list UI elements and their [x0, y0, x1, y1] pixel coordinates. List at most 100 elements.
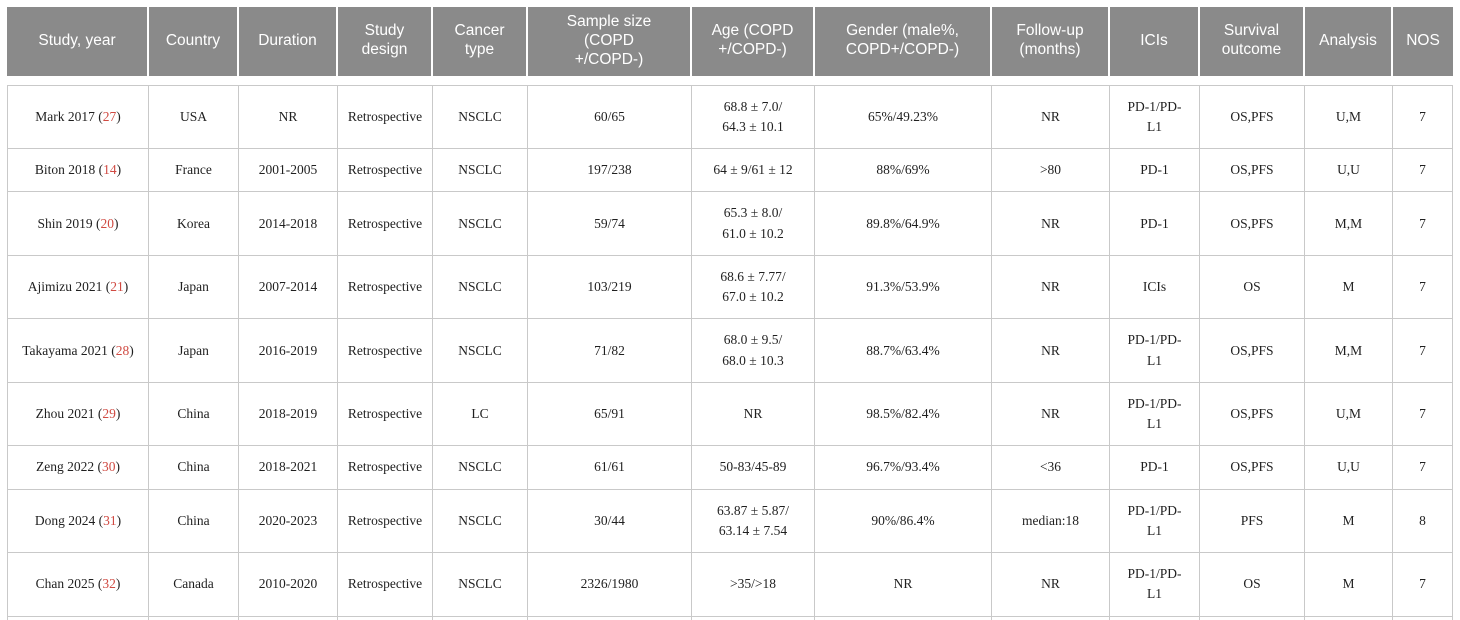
cell-design: Retrospective — [338, 319, 433, 383]
table-header-row: Study, year Country Duration Study design Can… — [7, 7, 1453, 85]
cell-followup: median:18 — [992, 489, 1110, 554]
cell-icis: PD-1 — [1110, 446, 1200, 490]
table-row: Takayama 2021 (28) Japan 2016-2019 Retrospe… — [7, 319, 1453, 383]
cell-gender: NR — [815, 553, 992, 617]
table-body: Mark 2017 (27) USA NR Retrospective NSCLC 60/… — [7, 84, 1453, 620]
table-row: Dong 2024 (31) China 2020-2023 Retrospectiv… — [7, 489, 1453, 554]
cell-nos: 7 — [1393, 553, 1453, 617]
cell-gender: 98.5%/82.4% — [815, 382, 992, 447]
cell-survival: OS — [1200, 616, 1305, 620]
cell-gender: 89.8%/64.9% — [815, 192, 992, 256]
cell-gender: 90%/86.4% — [815, 489, 992, 554]
cell-country: China — [149, 446, 239, 490]
column-header-followup: Follow-up (months) — [992, 7, 1110, 85]
cell-nos: 7 — [1393, 255, 1453, 320]
cell-sample: 65/91 — [528, 382, 692, 447]
cell-duration: 2007-2014 — [239, 255, 338, 320]
cell-followup: NR — [992, 192, 1110, 256]
citation-ref: 28 — [115, 342, 130, 358]
cell-analysis: M,M — [1305, 192, 1393, 256]
cell-nos: 8 — [1393, 489, 1453, 554]
table-row: Chan 2025 (32) Canada 2010-2020 Retrospecti… — [7, 553, 1453, 617]
cell-age: >35/>18 — [692, 553, 815, 617]
cell-cancer: NSCLC — [433, 446, 528, 490]
cell-survival: OS,PFS — [1200, 84, 1305, 150]
column-header-design: Study design — [338, 7, 433, 85]
cell-age: 50-83/45-89 — [692, 446, 815, 490]
cell-duration: NR — [239, 84, 338, 150]
cell-duration: 2001-2005 — [239, 149, 338, 193]
cell-gender: 65%/49.23% — [815, 84, 992, 150]
cell-design: Retrospective — [338, 446, 433, 490]
cell-age: 65.3 ± 8.0/61.0 ± 10.2 — [692, 192, 815, 256]
cell-gender: 88%/69% — [815, 149, 992, 193]
cell-survival: OS,PFS — [1200, 192, 1305, 256]
cell-cancer: NSCLC — [433, 84, 528, 150]
cell-followup: NR — [992, 382, 1110, 447]
cell-followup: >80 — [992, 149, 1110, 193]
citation-ref: 30 — [101, 459, 116, 475]
cell-design: Retrospective — [338, 489, 433, 554]
cell-age: NR — [692, 382, 815, 447]
cell-gender: 96.7%/93.4% — [815, 446, 992, 490]
cell-country: France — [149, 149, 239, 193]
table-row: Greib 2025 (33)USA2011-2021Retrospective… — [7, 616, 1453, 620]
cell-design: Retrospective — [338, 84, 433, 150]
citation-ref: 21 — [110, 279, 124, 295]
cell-age: 64.6 ± 9.2/63 ± 10.9 — [692, 616, 815, 620]
cell-country: China — [149, 489, 239, 554]
cell-country: Japan — [149, 255, 239, 320]
cell-nos: 7 — [1393, 382, 1453, 447]
cell-cancer: NSCLC — [433, 319, 528, 383]
table-row: Mark 2017 (27) USA NR Retrospective NSCLC 60/… — [7, 84, 1453, 150]
cell-sample: 103/219 — [528, 255, 692, 320]
column-header-analysis: Analysis — [1305, 7, 1393, 85]
cell-icis: ICIs — [1110, 255, 1200, 320]
cell-study: Greib 2025 (33) — [7, 616, 149, 620]
table-row: Ajimizu 2021 (21) Japan 2007-2014 Retrospec… — [7, 255, 1453, 320]
cell-analysis: U,M — [1305, 84, 1393, 150]
cell-nos: 7 — [1393, 149, 1453, 193]
column-header-survival: Survival outcome — [1200, 7, 1305, 85]
cell-sample: 2326/1980 — [528, 553, 692, 617]
column-header-cancer: Cancer type — [433, 7, 528, 85]
cell-study: Dong 2024 (31) — [7, 489, 149, 554]
cell-study: Biton 2018 (14) — [7, 149, 149, 193]
cell-cancer: NSCLC — [433, 255, 528, 320]
cell-cancer: NSCLC — [433, 489, 528, 554]
cell-duration: 2018-2019 — [239, 382, 338, 447]
cell-survival: OS,PFS — [1200, 446, 1305, 490]
cell-cancer: LC — [433, 382, 528, 447]
cell-age: 68.8 ± 7.0/64.3 ± 10.1 — [692, 84, 815, 150]
cell-survival: OS,PFS — [1200, 319, 1305, 383]
cell-country: Japan — [149, 319, 239, 383]
cell-analysis: M — [1305, 255, 1393, 320]
cell-study: Mark 2017 (27) — [7, 84, 149, 150]
cell-sample: 585/498 — [528, 616, 692, 620]
cell-icis: PD-1/PD- L1 — [1110, 553, 1200, 617]
column-header-duration: Duration — [239, 7, 338, 85]
column-header-gender: Gender (male%, COPD+/COPD-) — [815, 7, 992, 85]
column-header-country: Country — [149, 7, 239, 85]
table-row: Zeng 2022 (30) China 2018-2021 Retrospectiv… — [7, 446, 1453, 490]
cell-sample: 60/65 — [528, 84, 692, 150]
cell-survival: PFS — [1200, 489, 1305, 554]
cell-country: USA — [149, 84, 239, 150]
cell-design: Retrospective — [338, 255, 433, 320]
cell-analysis: M — [1305, 553, 1393, 617]
cell-followup: NR — [992, 616, 1110, 620]
cell-analysis: U,U — [1305, 149, 1393, 193]
cell-nos: 7 — [1393, 446, 1453, 490]
column-header-age: Age (COPD +/COPD-) — [692, 7, 815, 85]
cell-icis: PD-1/PD- L1 — [1110, 319, 1200, 383]
cell-study: Chan 2025 (32) — [7, 553, 149, 617]
cell-design: Retrospective — [338, 553, 433, 617]
cell-sample: 59/74 — [528, 192, 692, 256]
cell-followup: NR — [992, 319, 1110, 383]
cell-analysis: M — [1305, 489, 1393, 554]
cell-icis: PD-1/PD- L1 — [1110, 84, 1200, 150]
cell-gender: 58.1%/50.8% — [815, 616, 992, 620]
cell-study: Shin 2019 (20) — [7, 192, 149, 256]
citation-ref: 31 — [103, 512, 117, 528]
cell-design: Retrospective — [338, 192, 433, 256]
